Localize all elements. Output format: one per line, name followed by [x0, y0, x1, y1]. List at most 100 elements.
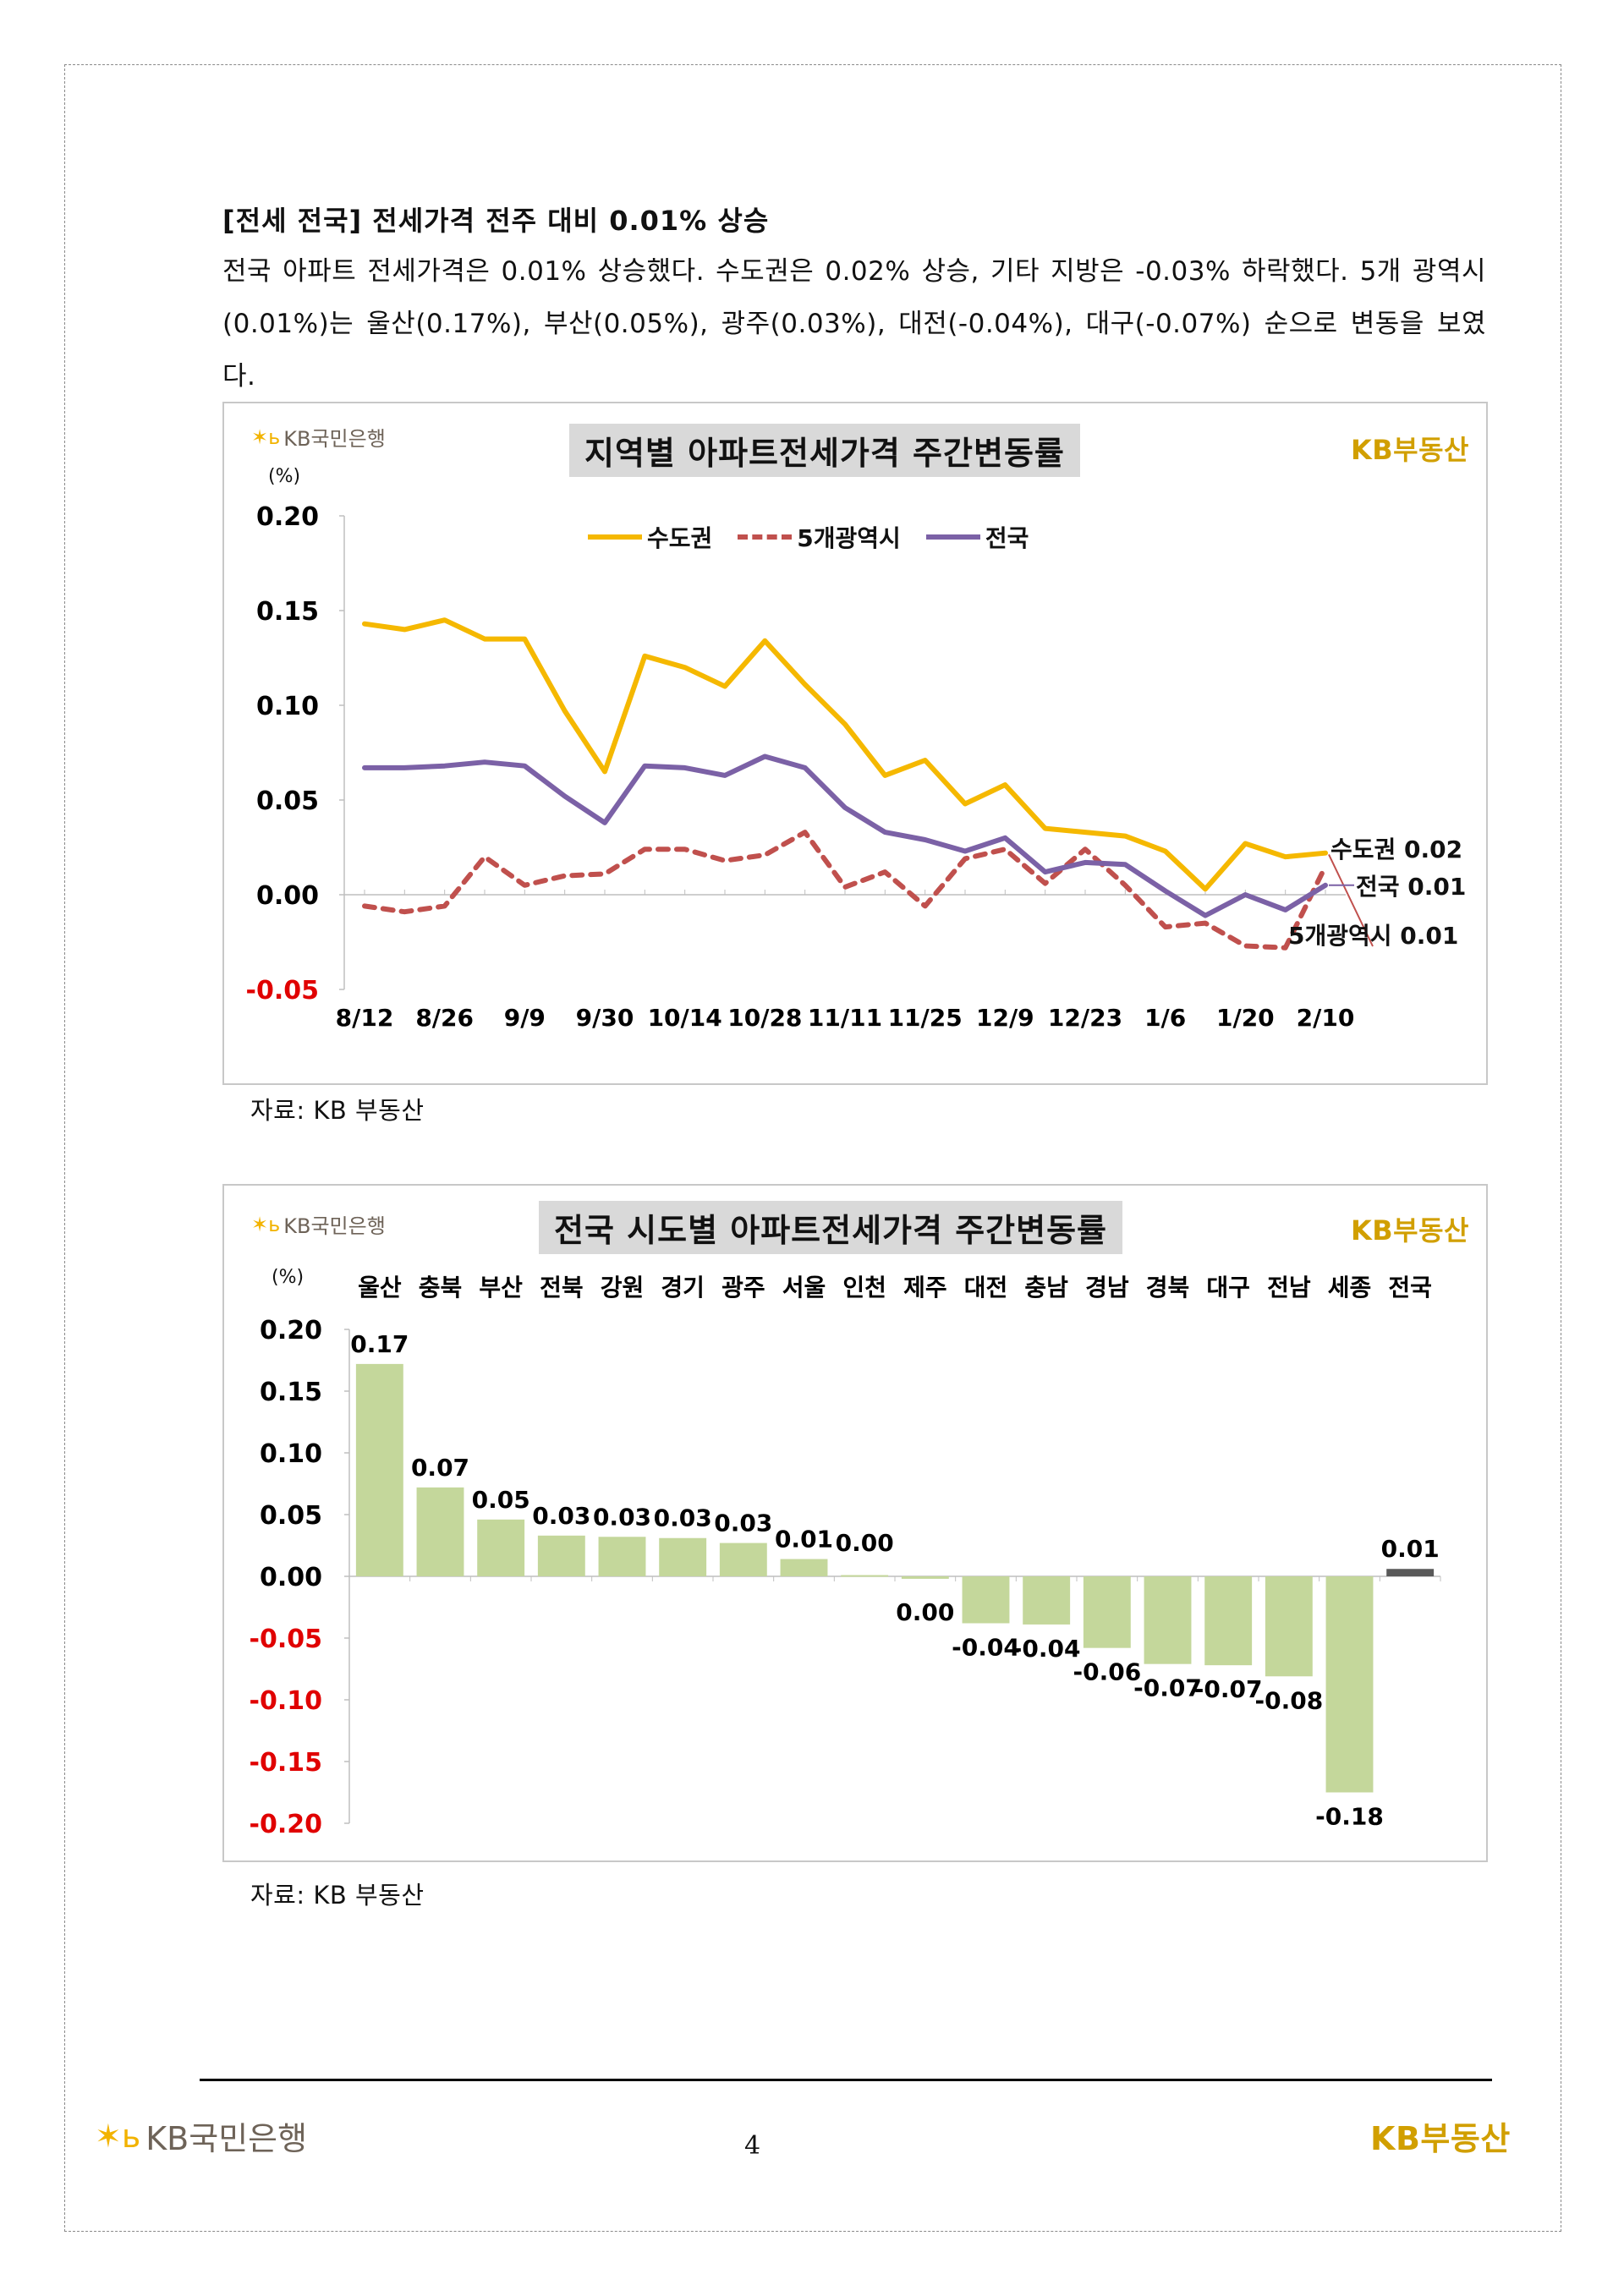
category-label: 전북	[540, 1274, 584, 1301]
series-line-capital	[362, 617, 1328, 892]
data-label: -0.04	[1012, 1635, 1081, 1663]
kb-realestate-logo: KB부동산	[1350, 434, 1469, 466]
data-label: -0.07	[1194, 1675, 1263, 1703]
category-label: 울산	[358, 1274, 402, 1301]
bar	[780, 1559, 828, 1576]
bar	[1325, 1576, 1374, 1793]
y-axis-unit: (%)	[268, 466, 301, 487]
legend-swatch-national	[925, 534, 980, 540]
bar	[1144, 1576, 1192, 1664]
y-tick-label: 0.20	[256, 502, 319, 532]
end-label-national: 전국 0.01	[1356, 873, 1467, 901]
x-tick-label: 2/10	[1297, 1004, 1355, 1032]
category-label: 제주	[903, 1274, 947, 1301]
category-label: 세종	[1328, 1274, 1372, 1301]
data-label: 0.00	[896, 1598, 954, 1626]
category-label: 충남	[1024, 1274, 1068, 1301]
x-tick-label: 9/30	[576, 1004, 634, 1032]
data-label: 0.01	[1381, 1535, 1440, 1563]
bar	[901, 1576, 949, 1579]
bar	[962, 1576, 1010, 1624]
chart2-source: 자료: KB 부동산	[250, 1881, 425, 1910]
bar	[477, 1519, 525, 1576]
data-label: 0.03	[714, 1510, 772, 1537]
data-label: -0.06	[1073, 1658, 1141, 1686]
bar-chart-panel: ✶ ь KB국민은행 KB부동산 전국 시도별 아파트전세가격 주간변동률 (%)…	[222, 1184, 1488, 1862]
page-border	[64, 64, 1561, 2232]
kb-bank-logo: ✶ ь KB국민은행	[251, 425, 386, 452]
data-label: -0.08	[1254, 1686, 1323, 1714]
data-label: -0.04	[952, 1633, 1020, 1661]
chart-title: 지역별 아파트전세가격 주간변동률	[569, 424, 1080, 477]
y-tick-label: -0.05	[246, 976, 319, 1006]
x-tick-label: 12/9	[976, 1004, 1034, 1032]
data-label: 0.03	[593, 1503, 651, 1531]
legend-label-metro: 5개광역시	[797, 524, 901, 552]
y-tick-label: 0.10	[260, 1439, 322, 1469]
y-tick-label: 0.00	[256, 881, 319, 911]
legend-label-national: 전국	[985, 524, 1029, 552]
series-line-national	[362, 753, 1328, 918]
y-tick-label: 0.15	[256, 597, 319, 627]
footer-rule	[200, 2079, 1492, 2081]
bar	[1386, 1569, 1435, 1576]
data-label: 0.00	[836, 1529, 894, 1557]
category-label: 전남	[1267, 1274, 1311, 1301]
data-label: -0.07	[1133, 1674, 1202, 1702]
category-label: 광주	[721, 1274, 765, 1301]
x-tick-label: 1/20	[1216, 1004, 1275, 1032]
line-chart-plot: 0.20 0.15 0.10 0.05 0.00 -0.05 8/12 8/26 9/9 9/30…	[246, 502, 1374, 1032]
bar	[1204, 1576, 1253, 1666]
chart-title: 전국 시도별 아파트전세가격 주간변동률	[539, 1201, 1123, 1254]
y-tick-label: 0.00	[260, 1563, 322, 1592]
bar	[841, 1575, 889, 1577]
x-tick-label: 8/26	[415, 1004, 474, 1032]
x-tick-label: 1/6	[1144, 1004, 1186, 1032]
bar	[598, 1537, 646, 1576]
data-label: 0.03	[532, 1502, 590, 1530]
category-label: 부산	[479, 1274, 523, 1301]
bar	[1083, 1576, 1131, 1648]
y-tick-label: 0.05	[256, 786, 319, 816]
legend-swatch-capital	[588, 534, 642, 540]
section-paragraph: 전국 아파트 전세가격은 0.01% 상승했다. 수도권은 0.02% 상승, …	[222, 256, 1486, 392]
end-label-metro: 5개광역시 0.01	[1288, 922, 1459, 950]
y-tick-label: -0.20	[250, 1810, 322, 1839]
x-tick-label: 12/23	[1048, 1004, 1122, 1032]
x-tick-label: 9/9	[504, 1004, 546, 1032]
category-label: 경남	[1085, 1274, 1129, 1301]
data-label: 0.01	[775, 1526, 833, 1553]
bar-chart-plot: 0.20 0.15 0.10 0.05 0.00 -0.05 -0.10 -0.15 -0.20…	[250, 1274, 1441, 1839]
metro-leader-line	[1328, 853, 1374, 947]
data-label: 0.05	[472, 1486, 530, 1514]
kb-star-icon: ✶	[251, 425, 269, 449]
bar	[537, 1535, 585, 1576]
kb-bank-logo: ✶ ь KB국민은행	[251, 1212, 386, 1239]
bar	[1265, 1576, 1313, 1677]
chart-legend: 수도권 5개광역시 전국	[588, 520, 1029, 554]
y-tick-label: 0.15	[260, 1378, 322, 1407]
y-tick-label: -0.05	[250, 1625, 322, 1654]
data-label: 0.07	[411, 1454, 469, 1482]
data-label: 0.03	[654, 1504, 712, 1532]
bar	[1023, 1576, 1071, 1625]
bar	[355, 1363, 403, 1576]
x-tick-label: 10/28	[727, 1004, 802, 1032]
category-label: 충북	[419, 1274, 463, 1301]
data-label: 0.17	[350, 1330, 409, 1358]
x-tick-label: 11/25	[888, 1004, 963, 1032]
y-axis-unit: (%)	[272, 1267, 304, 1288]
category-label: 대구	[1206, 1274, 1250, 1301]
page-number: 4	[744, 2131, 761, 2161]
category-label: 전국	[1388, 1274, 1432, 1301]
category-label: 서울	[782, 1274, 826, 1301]
chart1-source: 자료: KB 부동산	[250, 1096, 425, 1125]
y-tick-label: 0.20	[260, 1316, 322, 1345]
kb-realestate-logo: KB부동산	[1350, 1214, 1469, 1247]
series-line-metro	[362, 830, 1328, 951]
section-title: [전세 전국] 전세가격 전주 대비 0.01% 상승	[222, 205, 770, 237]
category-label: 강원	[601, 1274, 645, 1301]
end-label-capital: 수도권 0.02	[1330, 836, 1463, 863]
y-tick-label: 0.05	[260, 1501, 322, 1531]
y-tick-label: -0.15	[250, 1748, 322, 1778]
